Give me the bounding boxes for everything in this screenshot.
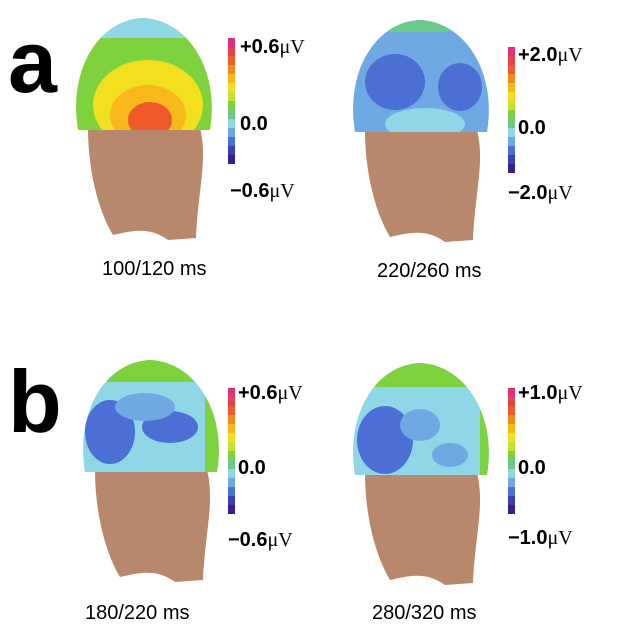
scale-mid-1: 0.0 — [240, 113, 268, 135]
scale-max-3: +0.6μV — [238, 382, 303, 404]
colorbar-2 — [508, 47, 515, 173]
scale-mid-2: 0.0 — [518, 117, 546, 139]
scale-min-4: −1.0μV — [508, 527, 573, 549]
colorbar-1 — [228, 38, 235, 164]
scale-min-1: −0.6μV — [230, 180, 295, 202]
scale-max-4: +1.0μV — [518, 382, 583, 404]
scale-max-1: +0.6μV — [240, 36, 305, 58]
head-map-180-220 — [65, 352, 235, 582]
panel-label-b: b — [8, 352, 62, 451]
scale-max-2: +2.0μV — [518, 44, 583, 66]
caption-2: 220/260 ms — [377, 260, 482, 282]
panel-label-a: a — [8, 12, 57, 111]
head-map-100-120 — [58, 10, 228, 240]
colorbar-3 — [228, 388, 235, 514]
caption-1: 100/120 ms — [102, 258, 207, 280]
scale-min-2: −2.0μV — [508, 182, 573, 204]
colorbar-4 — [508, 388, 515, 514]
head-map-280-320 — [335, 355, 505, 585]
scale-min-3: −0.6μV — [228, 529, 293, 551]
scale-mid-4: 0.0 — [518, 457, 546, 479]
head-map-220-260 — [335, 12, 505, 242]
caption-3: 180/220 ms — [85, 602, 190, 624]
scale-mid-3: 0.0 — [238, 457, 266, 479]
caption-4: 280/320 ms — [372, 602, 477, 624]
